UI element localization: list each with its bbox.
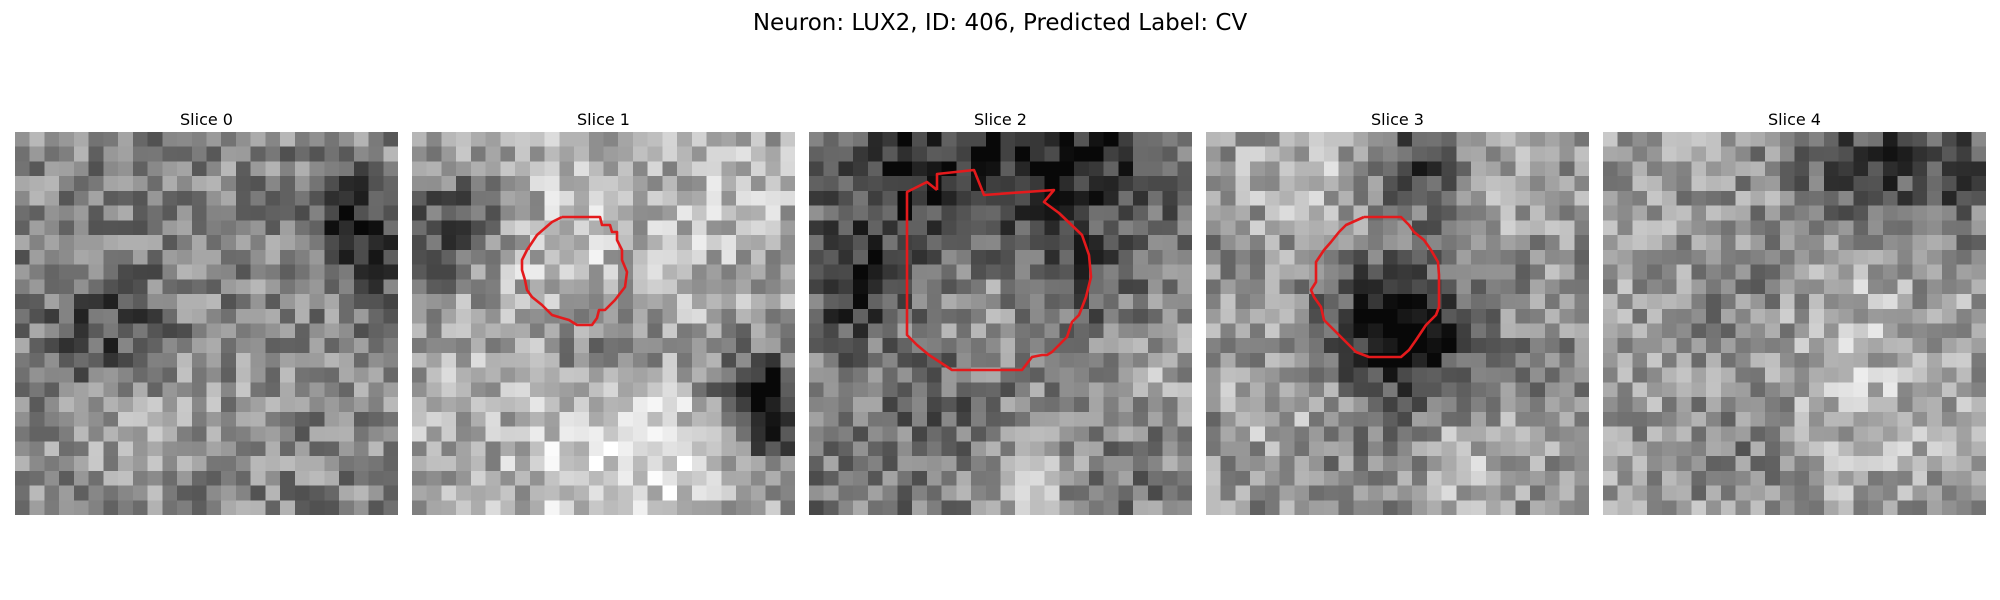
slice-title-4: Slice 4: [1603, 108, 1986, 132]
slice-title-2: Slice 2: [809, 108, 1192, 132]
slice-image-0: [15, 132, 398, 515]
slice-panel-4: Slice 4: [1603, 108, 1986, 515]
slice-image-4: [1603, 132, 1986, 515]
slice-title-3: Slice 3: [1206, 108, 1589, 132]
cell-contour-2: [809, 132, 1192, 515]
slice-panel-3: Slice 3: [1206, 108, 1589, 515]
contour-line-3: [1311, 217, 1439, 357]
slice-title-0: Slice 0: [15, 108, 398, 132]
cell-contour-1: [412, 132, 795, 515]
slice-title-1: Slice 1: [412, 108, 795, 132]
slice-panel-2: Slice 2: [809, 108, 1192, 515]
contour-line-2: [907, 170, 1091, 370]
slice-panel-1: Slice 1: [412, 108, 795, 515]
contour-line-1: [522, 217, 627, 325]
figure-title: Neuron: LUX2, ID: 406, Predicted Label: …: [0, 10, 2000, 36]
cell-contour-3: [1206, 132, 1589, 515]
slice-panel-0: Slice 0: [15, 108, 398, 515]
